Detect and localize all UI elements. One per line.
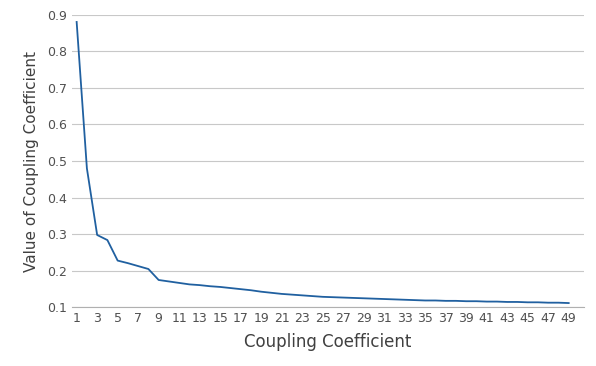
X-axis label: Coupling Coefficient: Coupling Coefficient xyxy=(244,333,411,351)
Y-axis label: Value of Coupling Coefficient: Value of Coupling Coefficient xyxy=(24,51,39,272)
